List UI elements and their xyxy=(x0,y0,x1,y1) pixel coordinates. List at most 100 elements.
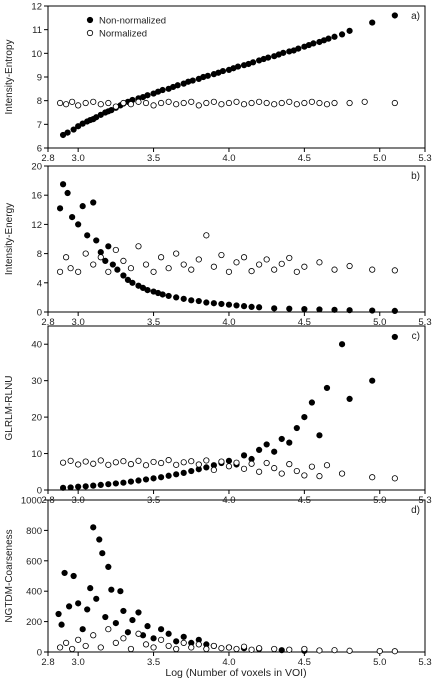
data-point-non-normalized xyxy=(316,306,323,313)
data-point-normalized xyxy=(105,99,112,107)
data-point-non-normalized xyxy=(112,620,119,627)
data-point-normalized xyxy=(210,466,217,474)
data-point-non-normalized xyxy=(105,563,112,570)
data-point-normalized xyxy=(135,630,142,637)
data-point-normalized xyxy=(263,99,270,107)
data-point-non-normalized xyxy=(256,446,263,454)
x-tick-label: 5.0 xyxy=(373,317,386,328)
data-point-normalized xyxy=(120,99,127,107)
data-point-non-normalized xyxy=(310,40,317,47)
data-point-non-normalized xyxy=(165,630,172,637)
data-point-normalized xyxy=(158,459,165,467)
y-tick-label: 16 xyxy=(31,191,42,202)
data-point-non-normalized xyxy=(150,475,157,482)
data-point-non-normalized xyxy=(112,480,119,487)
data-point-non-normalized xyxy=(144,286,151,294)
data-point-normalized xyxy=(158,636,165,643)
data-point-non-normalized xyxy=(56,205,64,212)
y-axis-label: Intensity-Energy xyxy=(4,203,15,275)
data-point-non-normalized xyxy=(278,435,285,443)
data-point-normalized xyxy=(203,232,210,239)
data-point-normalized xyxy=(195,461,202,468)
data-point-normalized xyxy=(331,266,338,273)
data-point-normalized xyxy=(293,101,300,108)
data-point-normalized xyxy=(180,639,187,646)
data-point-normalized xyxy=(240,254,248,261)
y-tick-label: 200 xyxy=(26,617,42,628)
data-point-normalized xyxy=(82,250,89,257)
data-point-normalized xyxy=(75,102,82,109)
data-point-non-normalized xyxy=(189,77,196,84)
data-point-normalized xyxy=(135,243,142,250)
x-tick-label: 4.0 xyxy=(222,153,235,164)
legend-marker xyxy=(86,16,94,24)
data-point-normalized xyxy=(331,647,338,654)
data-point-normalized xyxy=(67,265,74,272)
y-tick-label: 12 xyxy=(31,2,42,13)
data-point-non-normalized xyxy=(84,606,91,613)
data-point-normalized xyxy=(62,101,70,108)
data-point-non-normalized xyxy=(129,279,136,286)
data-point-normalized xyxy=(218,645,225,652)
data-point-normalized xyxy=(271,101,278,108)
y-axis-label: NGTDM-Coarseness xyxy=(4,529,15,622)
data-point-normalized xyxy=(165,642,172,650)
data-point-normalized xyxy=(286,461,293,468)
data-point-normalized xyxy=(316,647,323,654)
data-point-normalized xyxy=(293,467,300,475)
data-point-non-normalized xyxy=(90,199,97,206)
data-point-non-normalized xyxy=(203,299,210,306)
data-point-normalized xyxy=(210,98,217,105)
data-point-normalized xyxy=(180,459,187,466)
panel-tag: c) xyxy=(412,331,420,342)
data-point-non-normalized xyxy=(124,629,132,636)
data-point-normalized xyxy=(233,645,240,653)
data-point-normalized xyxy=(82,642,89,650)
legend: Non-normalized Normalized xyxy=(86,16,166,40)
data-point-normalized xyxy=(127,645,135,653)
panel-3: 2.8 3.0 3.5 4.0 4.5 5.0 5.3010203040GLRLM-RLNU… xyxy=(4,325,432,506)
data-point-normalized xyxy=(240,465,248,472)
y-tick-label: 0 xyxy=(37,486,42,497)
data-point-non-normalized xyxy=(308,399,315,406)
data-point-non-normalized xyxy=(265,54,272,61)
data-point-normalized xyxy=(271,465,278,472)
data-point-non-normalized xyxy=(174,82,181,89)
data-point-normalized xyxy=(173,645,180,653)
data-point-normalized xyxy=(82,99,89,107)
data-point-normalized xyxy=(240,643,248,650)
data-point-normalized xyxy=(346,99,353,107)
data-point-non-normalized xyxy=(346,27,353,34)
data-point-normalized xyxy=(225,463,233,470)
data-point-non-normalized xyxy=(55,610,62,618)
data-point-normalized xyxy=(112,639,119,646)
data-point-normalized xyxy=(218,101,225,108)
data-point-non-normalized xyxy=(271,448,278,455)
y-tick-label: 10 xyxy=(31,49,42,60)
data-point-normalized xyxy=(59,459,67,466)
data-point-non-normalized xyxy=(67,484,74,491)
data-point-non-normalized xyxy=(117,588,124,595)
y-tick-label: 6 xyxy=(37,144,42,155)
data-point-non-normalized xyxy=(286,439,293,446)
data-point-normalized xyxy=(316,99,323,107)
data-point-non-normalized xyxy=(150,635,157,642)
plot-frame xyxy=(47,165,426,313)
data-point-normalized xyxy=(142,99,150,107)
data-point-normalized xyxy=(391,267,398,274)
data-point-non-normalized xyxy=(286,305,293,312)
plot-frame xyxy=(47,325,426,491)
data-point-normalized xyxy=(248,99,255,107)
x-tick-label: 2.8 xyxy=(41,317,54,328)
data-point-normalized xyxy=(173,250,180,257)
data-point-normalized xyxy=(105,626,112,633)
plot-frame xyxy=(47,5,426,149)
data-point-normalized xyxy=(240,101,248,108)
data-point-normalized xyxy=(210,642,217,650)
data-point-normalized xyxy=(105,461,112,468)
data-point-non-normalized xyxy=(173,294,180,301)
data-point-non-normalized xyxy=(127,478,135,485)
data-point-non-normalized xyxy=(325,35,332,42)
data-point-non-normalized xyxy=(271,305,278,312)
data-point-non-normalized xyxy=(142,476,150,483)
